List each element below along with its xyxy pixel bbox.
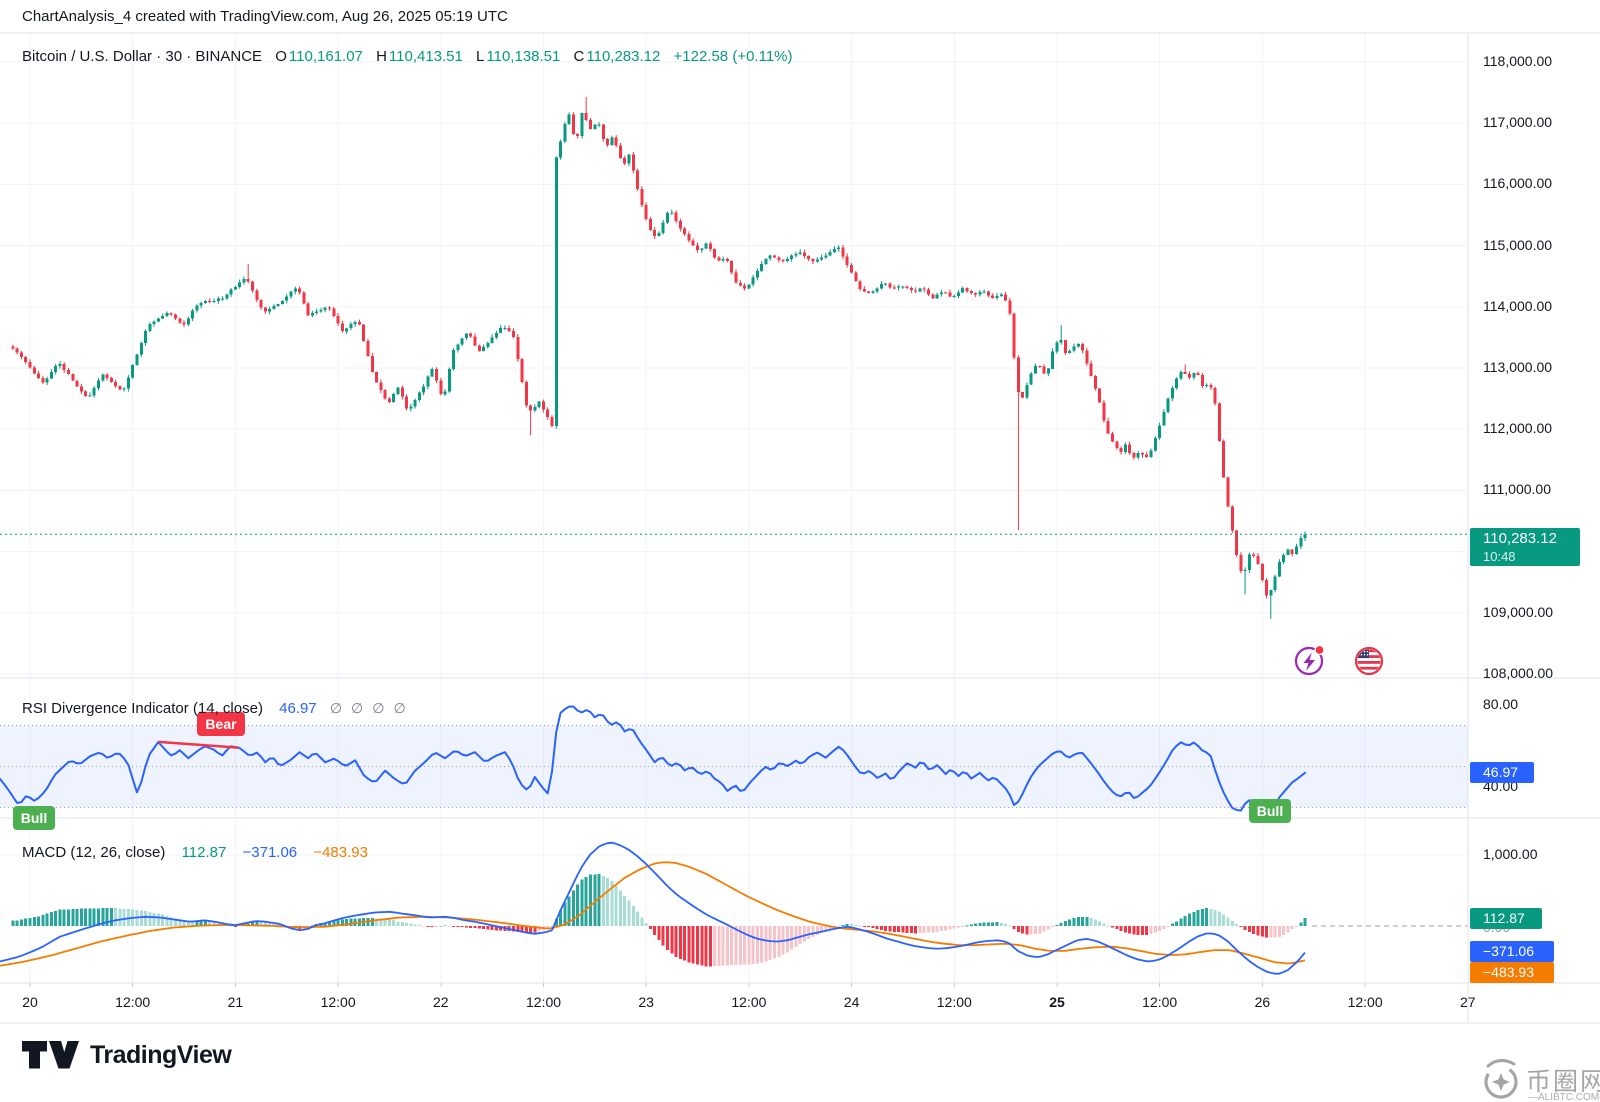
empty-value-icon: ∅ (393, 700, 406, 716)
tradingview-logo-text: TradingView (90, 1040, 232, 1069)
bull-divergence-label-right: Bull (1249, 799, 1291, 823)
export-header: ChartAnalysis_4 created with TradingView… (22, 8, 508, 25)
time-tick-label: 27 (1460, 994, 1476, 1010)
watermark-subtext: —ALIBTC.COM— (1528, 1092, 1600, 1102)
empty-value-icon: ∅ (372, 700, 385, 716)
price-tick-label: 114,000.00 (1483, 298, 1553, 314)
rsi-legend: RSI Divergence Indicator (14, close) 46.… (22, 700, 406, 717)
price-tick-label: 113,000.00 (1483, 359, 1553, 375)
low-label: L (476, 48, 485, 65)
price-tick-label: 118,000.00 (1483, 53, 1553, 69)
macd-line-badge: −371.06 (1470, 941, 1554, 962)
bull-divergence-label-left: Bull (13, 806, 55, 830)
time-tick-label: 12:00 (1347, 994, 1383, 1010)
time-tick-label: 23 (638, 994, 654, 1010)
time-tick-label: 24 (843, 994, 860, 1010)
watermark-logo-icon (1484, 1059, 1518, 1099)
price-tick-label: 108,000.00 (1483, 665, 1554, 681)
macd-hist-value: 112.87 (181, 844, 227, 861)
price-tick-label: 111,000.00 (1483, 481, 1551, 497)
high-label: H (376, 48, 387, 65)
symbol-legend: Bitcoin / U.S. Dollar · 30 · BINANCE O 11… (22, 48, 793, 65)
time-tick-label: 12:00 (320, 994, 356, 1010)
close-label: C (573, 48, 585, 65)
watermark: 币圈网 —ALIBTC.COM— (1478, 1058, 1600, 1102)
current-price-badge: 110,283.12 10:48 (1470, 528, 1580, 566)
change-value: +122.58 (+0.11%) (673, 48, 793, 65)
current-price: 110,283.12 (1483, 530, 1557, 547)
time-tick-label: 20 (22, 994, 38, 1010)
rsi-axis-top: 80.00 (1483, 696, 1519, 712)
symbol-title: Bitcoin / U.S. Dollar · 30 · BINANCE (22, 48, 263, 65)
time-tick-label: 12:00 (936, 994, 972, 1010)
empty-value-icon: ∅ (329, 700, 343, 716)
low-value: 110,138.51 (486, 48, 561, 65)
time-tick-label: 26 (1254, 994, 1271, 1010)
price-tick-label: 116,000.00 (1483, 175, 1553, 191)
flash-event-icon[interactable] (1294, 644, 1325, 676)
rsi-value: 46.97 (279, 700, 317, 717)
price-tick-label: 109,000.00 (1483, 604, 1554, 620)
bar-countdown: 10:48 (1483, 549, 1516, 564)
tradingview-logo-mark (22, 1041, 79, 1069)
price-tick-label: 117,000.00 (1483, 114, 1553, 130)
macd-line-value: −371.06 (242, 844, 298, 861)
us-flag-event-icon[interactable] (1354, 646, 1384, 676)
macd-signal-value: −483.93 (313, 844, 368, 861)
high-value: 110,413.51 (388, 48, 463, 65)
macd-signal-badge: −483.93 (1470, 962, 1554, 983)
time-tick-label: 22 (433, 994, 449, 1010)
price-tick-label: 115,000.00 (1483, 237, 1553, 253)
macd-hist-badge: 112.87 (1470, 908, 1542, 929)
empty-value-icon: ∅ (351, 700, 364, 716)
time-tick-label: 12:00 (1142, 994, 1178, 1010)
rsi-empty-inputs: ∅ ∅ ∅ ∅ (321, 700, 406, 717)
bear-divergence-label: Bear (197, 712, 245, 736)
time-tick-label: 25 (1049, 994, 1065, 1010)
rsi-title: RSI Divergence Indicator (14, close) (22, 700, 263, 717)
macd-legend: MACD (12, 26, close) 112.87 −371.06 −483… (22, 844, 368, 861)
tradingview-logo[interactable]: TradingView (22, 1040, 232, 1070)
open-value: 110,161.07 (288, 48, 363, 65)
time-tick-label: 12:00 (525, 994, 562, 1010)
macd-title: MACD (12, 26, close) (22, 844, 166, 861)
close-value: 110,283.12 (586, 48, 661, 65)
time-tick-label: 12:00 (731, 994, 767, 1010)
price-tick-label: 112,000.00 (1483, 420, 1553, 436)
macd-axis-top: 1,000.00 (1483, 846, 1538, 862)
open-label: O (275, 48, 287, 65)
time-tick-label: 21 (227, 994, 244, 1010)
watermark-text: 币圈网 (1526, 1068, 1600, 1096)
time-tick-label: 12:00 (115, 994, 151, 1010)
rsi-value-badge: 46.97 (1470, 762, 1534, 783)
